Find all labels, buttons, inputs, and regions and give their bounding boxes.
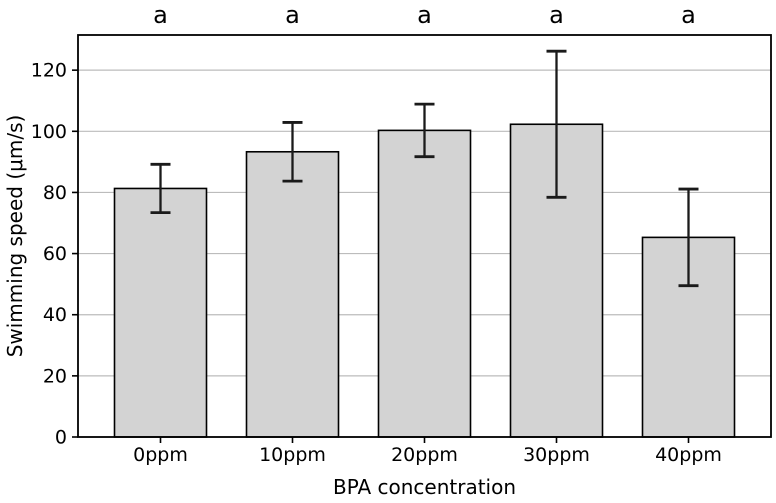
bar (377, 129, 472, 438)
x-tick-label: 20ppm (391, 444, 458, 466)
y-tick-label: 0 (55, 427, 67, 449)
y-tick-label: 40 (43, 304, 67, 326)
significance-letter: a (285, 1, 300, 29)
significance-letter: a (417, 1, 432, 29)
bar (245, 150, 340, 438)
significance-letter: a (549, 1, 564, 29)
x-tick-label: 10ppm (259, 444, 326, 466)
significance-letter: a (681, 1, 696, 29)
y-tick-label: 80 (43, 182, 67, 204)
x-tick-label: 30ppm (523, 444, 590, 466)
x-tick-label: 40ppm (655, 444, 722, 466)
y-tick-label: 60 (43, 243, 67, 265)
y-tick-label: 120 (31, 60, 67, 82)
y-axis-label: Swimming speed (μm/s) (3, 115, 27, 358)
bar (113, 187, 208, 438)
y-tick-label: 100 (31, 121, 67, 143)
y-tick-label: 20 (43, 365, 67, 387)
significance-letter: a (153, 1, 168, 29)
x-tick-label: 0ppm (133, 444, 188, 466)
x-axis-label: BPA concentration (333, 475, 516, 499)
